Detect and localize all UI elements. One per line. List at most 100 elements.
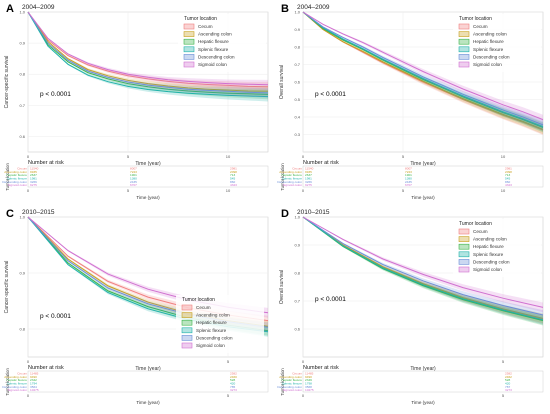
risk-x-tick-label: 5 [502, 393, 505, 398]
risk-row-label: Hepatic flexure [6, 378, 27, 382]
risk-cell: 6707 [130, 183, 137, 187]
risk-cell: 3266 [305, 180, 312, 184]
risk-cell: 9275 [305, 183, 312, 187]
risk-cell: 10275 [30, 388, 39, 392]
risk-row-label: Ascending colon [279, 375, 302, 379]
y-tick-label: 1.0 [294, 10, 300, 15]
y-axis-label: Cancer-specific survival [4, 56, 10, 109]
y-tick-label: 1.0 [19, 215, 25, 220]
y-tick-label: 0.8 [294, 45, 300, 50]
survival-curve-1 [302, 216, 544, 319]
p-value-annotation: p < 0.0001 [40, 313, 71, 320]
panel-label: D [281, 208, 289, 220]
risk-cell: 9490 [305, 375, 312, 379]
y-tick-label: 0.6 [19, 134, 25, 139]
risk-cell: 2098 [230, 170, 237, 174]
risk-row-label: Ascending colon [4, 170, 27, 174]
risk-table-title: Number at risk [303, 160, 339, 166]
legend: Tumor location Cecum Ascending colon Hepati… [453, 219, 541, 277]
legend-swatch-2 [183, 38, 195, 45]
risk-cell: 785 [230, 385, 235, 389]
legend-swatch-2 [458, 243, 470, 250]
survival-curve-2 [302, 11, 544, 128]
legend-swatch-0 [181, 304, 193, 311]
legend-swatch-0 [458, 228, 470, 235]
y-tick-label: 0.9 [294, 243, 300, 248]
risk-cell: 420 [505, 382, 510, 386]
risk-x-tick-label: 5 [127, 188, 130, 193]
risk-cell: 420 [230, 382, 235, 386]
y-tick-label: 0.8 [294, 271, 300, 276]
risk-cell: 1981 [30, 177, 37, 181]
legend-swatch-5 [181, 342, 193, 349]
panel-label: C [6, 208, 14, 220]
risk-table-box [302, 370, 544, 393]
y-tick-label: 1.0 [294, 215, 300, 220]
x-tick-label: 0 [27, 359, 30, 364]
legend-entry: Splenic flexure [198, 47, 229, 52]
legend-entry: Hepatic flexure [473, 244, 504, 249]
legend-title: Tumor location [459, 16, 492, 22]
x-axis-label: Time (year) [135, 161, 161, 167]
risk-x-tick-label: 0 [302, 188, 305, 193]
y-tick-label: 0.9 [19, 271, 25, 276]
risk-cell: 1798 [305, 382, 312, 386]
y-tick-label: 0.7 [19, 103, 25, 108]
risk-row-label: Descending colon [277, 180, 302, 184]
risk-row-label: Descending colon [2, 180, 27, 184]
risk-row-label: Sigmoid colon [283, 388, 303, 392]
risk-row-label: Ascending colon [279, 170, 302, 174]
legend-box [176, 295, 264, 353]
risk-x-tick-label: 0 [27, 393, 30, 398]
survival-curve-4 [302, 216, 544, 316]
legend-entry: Splenic flexure [473, 252, 504, 257]
risk-row-label: Splenic flexure [7, 177, 28, 181]
risk-cell: 1380 [405, 177, 412, 181]
legend-swatch-0 [183, 23, 195, 30]
risk-cell: 787 [505, 385, 510, 389]
legend: Tumor location Cecum Ascending colon Hepati… [178, 14, 266, 72]
risk-row-label: Ascending colon [4, 375, 27, 379]
y-tick-label: 0.9 [294, 27, 300, 32]
panel-title: 2010–2015 [22, 209, 55, 216]
risk-row-label: Descending colon [2, 385, 27, 389]
risk-cell: 2637 [30, 173, 37, 177]
legend-entry: Descending colon [198, 54, 235, 59]
risk-row-label: Descending colon [277, 385, 302, 389]
risk-row-label: Sigmoid colon [8, 388, 28, 392]
risk-table-box [302, 165, 544, 188]
risk-cell: 7223 [130, 170, 137, 174]
risk-cell: 2582 [505, 372, 512, 376]
confidence-band-1 [28, 12, 268, 97]
risk-cell: 3273 [230, 388, 237, 392]
y-tick-label: 0.8 [19, 327, 25, 332]
risk-cell: 713 [505, 173, 510, 177]
legend-entry: Sigmoid colon [473, 267, 502, 272]
legend-swatch-5 [458, 61, 470, 68]
risk-table-title: Number at risk [28, 160, 64, 166]
risk-cell: 3273 [505, 388, 512, 392]
risk-cell: 2098 [505, 170, 512, 174]
panel-title: 2010–2015 [297, 209, 330, 216]
legend-entry: Sigmoid colon [473, 62, 502, 67]
risk-cell: 545 [230, 177, 235, 181]
y-tick-label: 0.4 [294, 115, 300, 120]
survival-curve-3 [302, 216, 544, 321]
x-tick-label: 5 [127, 154, 130, 159]
risk-cell: 3266 [30, 180, 37, 184]
risk-table-xlabel: Time (year) [411, 400, 435, 405]
legend-swatch-3 [183, 46, 195, 53]
x-tick-label: 0 [302, 154, 305, 159]
risk-cell: 860 [230, 180, 235, 184]
y-tick-label: 0.8 [19, 72, 25, 77]
x-tick-label: 0 [27, 154, 30, 159]
x-tick-label: 0 [302, 359, 305, 364]
legend-entry: Descending colon [473, 54, 510, 59]
confidence-band-2 [28, 12, 268, 100]
risk-table-title: Number at risk [28, 365, 64, 371]
panel-title: 2004–2009 [22, 4, 55, 11]
risk-table-axis-label: Tumor location [280, 368, 285, 396]
legend-box [178, 14, 266, 72]
risk-row-label: Hepatic flexure [281, 378, 302, 382]
